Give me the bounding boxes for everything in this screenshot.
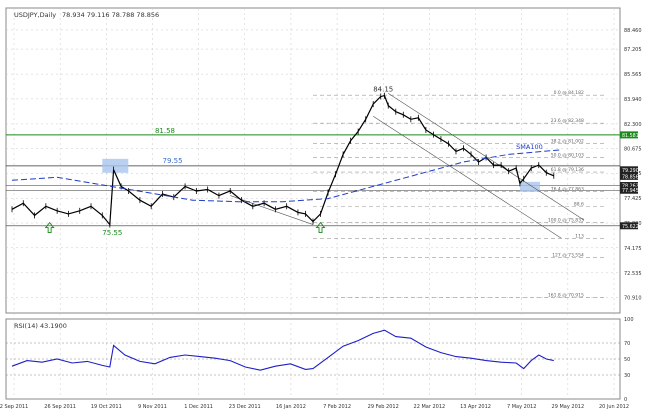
rsi-panel-frame <box>5 318 621 400</box>
x-tick-label: 1 Dec 2011 <box>184 404 213 410</box>
fib-level-label: 38.2 @ 81.002 <box>551 139 584 145</box>
x-tick-label: 13 Apr 2012 <box>460 404 491 410</box>
wedge-line <box>230 195 314 225</box>
x-tick-label: 20 Jun 2012 <box>599 404 629 410</box>
x-tick-label: 23 Dec 2011 <box>229 404 261 410</box>
rsi-tick-label: 30 <box>624 373 630 379</box>
price-panel-frame <box>5 7 621 314</box>
level-label: 79.55 <box>163 157 183 165</box>
highlight-box <box>102 158 129 173</box>
fib-level-label: 23.6 @ 82.348 <box>551 118 584 124</box>
price-marker-box <box>620 172 638 180</box>
price-line <box>11 95 555 227</box>
highlight-box <box>519 181 540 192</box>
rsi-tick-label: 50 <box>624 357 630 363</box>
resistance-level-label: 81.58 <box>155 127 175 135</box>
price-marker-label: 81.581 <box>622 133 639 139</box>
fib-level-label: 88.6 <box>574 201 584 207</box>
rsi-tick-label: 70 <box>624 341 630 347</box>
up-arrow-icon <box>315 221 326 234</box>
x-tick-label: 26 Sep 2011 <box>44 404 76 410</box>
x-tick-label: 16 Jan 2012 <box>276 404 306 410</box>
sma-line <box>11 149 562 203</box>
price-marker-box <box>620 166 638 174</box>
grid-lines <box>6 8 620 399</box>
x-tick-label: 9 Nov 2011 <box>138 404 167 410</box>
rsi-title: RSI(14) 43.1900 <box>14 322 67 330</box>
price-marker-box <box>620 222 638 230</box>
price-marker-box <box>620 131 638 139</box>
rsi-tick-label: 0 <box>624 397 627 403</box>
price-marker-box <box>620 182 638 190</box>
fib-level-label: 76.4 @ 77.863 <box>551 187 584 193</box>
ohlc-readout: 78.934 79.116 78.788 78.856 <box>62 11 159 19</box>
fib-level-label: 50.0 @ 80.103 <box>551 152 584 158</box>
rsi-line <box>11 329 554 371</box>
x-tick-label: 7 May 2012 <box>507 404 536 410</box>
x-tick-label: 22 Mar 2012 <box>414 404 446 410</box>
price-series: SMA100 84.15 <box>11 86 562 234</box>
fibonacci-levels: 0.0 @ 84.182 23.6 @ 82.348 38.2 @ 81.002 50… <box>313 90 607 298</box>
fib-level-label: 113 <box>575 233 584 239</box>
x-tick-label: 29 Feb 2012 <box>368 404 399 410</box>
price-tick-label: 82.300 <box>624 122 642 128</box>
price-marker-label: 77.945 <box>622 188 639 194</box>
price-marker-label: 75.622 <box>622 224 639 230</box>
price-tick-label: 80.675 <box>624 147 642 153</box>
price-marker-label: 78.262 <box>622 184 639 190</box>
price-tick-label: 87.205 <box>624 47 642 53</box>
x-tick-label: 19 Oct 2011 <box>91 404 122 410</box>
fib-level-label: 161.8 @ 70.915 <box>548 292 584 298</box>
x-tick-label: 7 Feb 2012 <box>323 404 351 410</box>
price-marker-label: 78.856 <box>622 174 639 180</box>
sma-label: SMA100 <box>516 143 543 151</box>
fib-level-label: 0.0 @ 84.182 <box>554 90 584 96</box>
price-tick-label: 72.535 <box>624 271 642 277</box>
price-marker-box <box>620 186 638 194</box>
fib-level-label: 61.8 @ 79.136 <box>551 167 584 173</box>
price-marker-label: 79.290 <box>622 168 639 174</box>
horizontal-levels: 81.58 79.55 75.55 <box>6 127 620 237</box>
symbol-label: USDJPY,Daily <box>14 11 56 19</box>
up-arrow-icon <box>44 221 55 234</box>
fib-level-label: 100.0 @ 75.833 <box>548 218 584 224</box>
fib-level-label: 127 @ 73.554 <box>552 252 584 258</box>
price-tick-label: 85.565 <box>624 72 642 78</box>
x-tick-label: 2 Sep 2011 <box>0 404 28 410</box>
price-tick-label: 74.175 <box>624 246 642 252</box>
channel-lower-line <box>373 116 562 239</box>
x-tick-label: 29 May 2012 <box>552 404 585 410</box>
rsi-tick-label: 100 <box>624 317 634 323</box>
support-level-label: 75.55 <box>102 229 122 237</box>
price-tick-label: 70.910 <box>624 296 642 302</box>
rsi-series <box>11 329 554 371</box>
price-tick-label: 83.940 <box>624 97 642 103</box>
peak-label: 84.15 <box>373 86 393 94</box>
price-tick-label: 88.460 <box>624 28 642 34</box>
price-tick-label: 77.425 <box>624 196 642 202</box>
